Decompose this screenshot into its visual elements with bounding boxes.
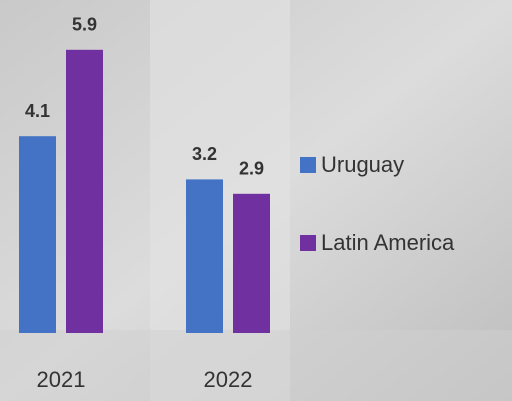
chart: 4.1 5.9 2021 3.2 2.9 2022 Uruguay Latin America (0, 0, 512, 401)
bar (66, 50, 103, 333)
bar (19, 136, 56, 333)
legend-label: Latin America (321, 230, 455, 255)
data-label: 3.2 (192, 144, 217, 164)
bar (186, 179, 223, 333)
legend-label: Uruguay (321, 152, 404, 177)
legend-swatch (300, 157, 316, 173)
data-label: 2.9 (239, 159, 264, 179)
page: {"chart_data": {"type": "bar", "categori… (0, 0, 512, 401)
bar (233, 194, 270, 333)
x-tick-label: 2021 (37, 367, 86, 392)
legend-swatch (300, 235, 316, 251)
data-label: 4.1 (25, 101, 50, 121)
x-tick-label: 2022 (204, 367, 253, 392)
data-label: 5.9 (72, 15, 97, 35)
